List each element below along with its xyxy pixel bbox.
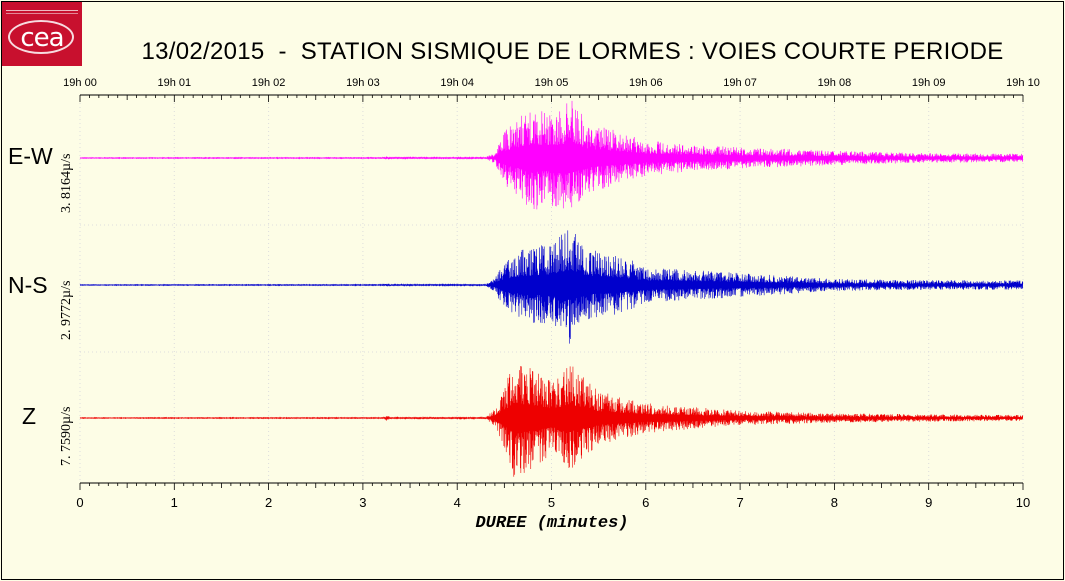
scale-label-z: 7. 7590µ/s [59,406,74,466]
top-tick-label: 19h 00 [63,77,97,89]
bottom-tick-label: 3 [359,495,366,510]
trace-ns [79,230,1024,344]
top-tick-label: 19h 06 [629,77,663,89]
x-axis-title: DUREE (minutes) [475,514,629,533]
bottom-tick-label: 10 [1016,495,1030,510]
top-tick-label: 19h 07 [723,77,757,89]
bottom-tick-label: 1 [171,495,178,510]
scale-label-ns: 2. 9772µ/s [59,280,74,340]
scale-label-ew: 3. 8164µ/s [59,153,74,213]
logo-ring [8,20,74,54]
top-tick-label: 19h 04 [440,77,474,89]
cea-logo: cea [2,2,82,66]
bottom-tick-label: 7 [736,495,743,510]
top-tick-label: 19h 09 [912,77,946,89]
channel-label-z: Z [22,403,37,429]
bottom-tick-label: 9 [925,495,932,510]
top-tick-label: 19h 01 [157,77,191,89]
trace-ew [79,100,1024,210]
channel-label-ew: E-W [8,143,53,169]
top-tick-label: 19h 02 [252,77,286,89]
bottom-tick-label: 5 [548,495,555,510]
trace-z [79,366,1024,477]
bottom-tick-label: 4 [454,495,461,510]
bottom-tick-label: 2 [265,495,272,510]
chart-title: 13/02/2015 - STATION SISMIQUE DE LORMES … [141,38,1004,65]
bottom-tick-label: 0 [76,495,83,510]
logo-text: cea [20,23,64,53]
bottom-tick-label: 6 [642,495,649,510]
logo-rule [6,10,78,14]
top-tick-label: 19h 03 [346,77,380,89]
bottom-tick-label: 8 [831,495,838,510]
channel-label-ns: N-S [8,272,48,298]
top-tick-label: 19h 05 [535,77,569,89]
top-tick-label: 19h 08 [818,77,852,89]
top-tick-label: 19h 10 [1006,77,1040,89]
